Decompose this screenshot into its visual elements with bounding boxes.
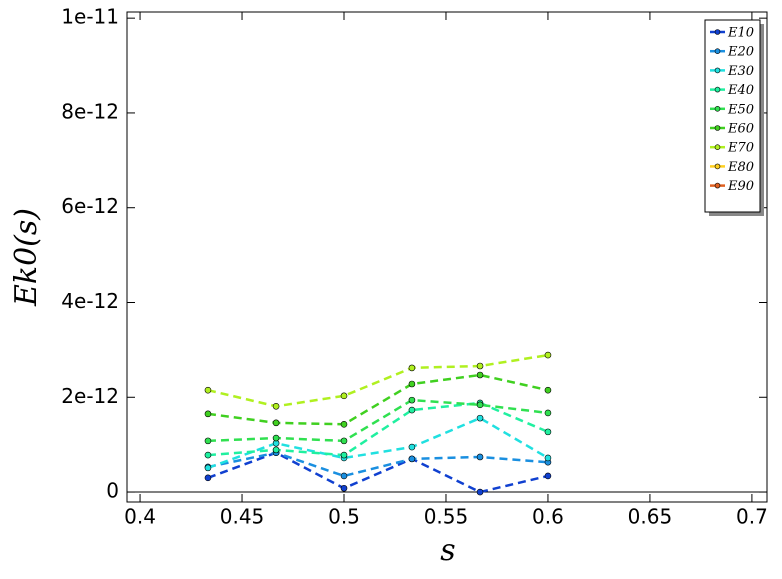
legend-label: E60 — [727, 122, 754, 137]
data-point — [408, 455, 416, 463]
y-tick-label: 6e-12 — [61, 194, 119, 218]
data-point — [476, 414, 484, 422]
x-tick-label: 0.55 — [424, 505, 469, 529]
legend-label: E90 — [727, 179, 754, 194]
data-point — [476, 401, 484, 409]
series-line — [207, 416, 549, 470]
legend-label: E70 — [727, 141, 754, 156]
data-point — [544, 472, 552, 480]
series-line — [207, 401, 549, 457]
legend-label: E50 — [727, 102, 754, 117]
x-tick-label: 0.7 — [736, 505, 768, 529]
legend-label: E10 — [727, 26, 754, 41]
data-point — [272, 434, 280, 442]
legend-marker — [714, 163, 721, 170]
y-tick-label: 2e-12 — [61, 384, 119, 408]
y-tick-label: 4e-12 — [61, 289, 119, 313]
legend-label: E40 — [727, 83, 754, 98]
data-point — [544, 409, 552, 417]
legend-marker — [714, 86, 721, 93]
data-point — [340, 437, 348, 445]
legend-marker — [714, 144, 721, 150]
legend-marker — [714, 106, 721, 112]
legend-marker — [714, 48, 721, 55]
legend: E10 E20 E30 E40 E50 E60 E70 E80 E90 — [704, 19, 761, 213]
legend-marker — [714, 125, 721, 131]
data-point — [272, 446, 280, 454]
data-point — [476, 371, 484, 379]
data-point — [544, 428, 552, 436]
x-axis-label: s — [440, 533, 455, 568]
series-line — [207, 451, 549, 494]
data-point — [476, 453, 484, 461]
legend-label: E80 — [727, 160, 754, 175]
series-line — [207, 373, 549, 426]
data-point — [408, 380, 416, 388]
data-point — [204, 437, 212, 445]
x-tick-label: 0.6 — [532, 505, 564, 529]
data-point — [340, 484, 348, 492]
series-line — [207, 353, 549, 408]
data-point — [340, 420, 348, 428]
data-point — [204, 464, 212, 472]
data-point — [408, 443, 416, 451]
data-point — [204, 451, 212, 459]
legend-label: E20 — [727, 45, 754, 60]
data-point — [408, 406, 416, 414]
legend-marker — [714, 67, 721, 74]
x-tick-label: 0.5 — [328, 505, 360, 529]
data-point — [408, 364, 416, 372]
series-line — [207, 398, 549, 443]
series-line — [207, 451, 549, 478]
data-point — [544, 351, 552, 359]
data-point — [476, 362, 484, 370]
data-point — [340, 451, 348, 459]
plot-frame — [126, 11, 768, 503]
data-point — [408, 396, 416, 404]
data-point — [272, 402, 280, 410]
data-point — [476, 488, 484, 496]
y-tick-label: 8e-12 — [61, 99, 119, 123]
y-tick-label: 1e-11 — [61, 5, 119, 29]
x-tick-label: 0.65 — [628, 505, 673, 529]
data-point — [204, 386, 212, 394]
y-axis-label: Ek0(s) — [9, 208, 44, 307]
data-point — [272, 419, 280, 427]
legend-marker — [714, 29, 721, 35]
data-point — [340, 472, 348, 480]
data-point — [340, 392, 348, 400]
y-tick-label: 0 — [106, 479, 119, 503]
legend-label: E30 — [727, 64, 754, 79]
x-tick-label: 0.4 — [124, 505, 156, 529]
data-point — [204, 410, 212, 418]
data-point — [204, 474, 212, 482]
data-point — [544, 454, 552, 462]
data-point — [544, 386, 552, 394]
legend-marker — [714, 182, 721, 189]
x-tick-label: 0.45 — [220, 505, 265, 529]
